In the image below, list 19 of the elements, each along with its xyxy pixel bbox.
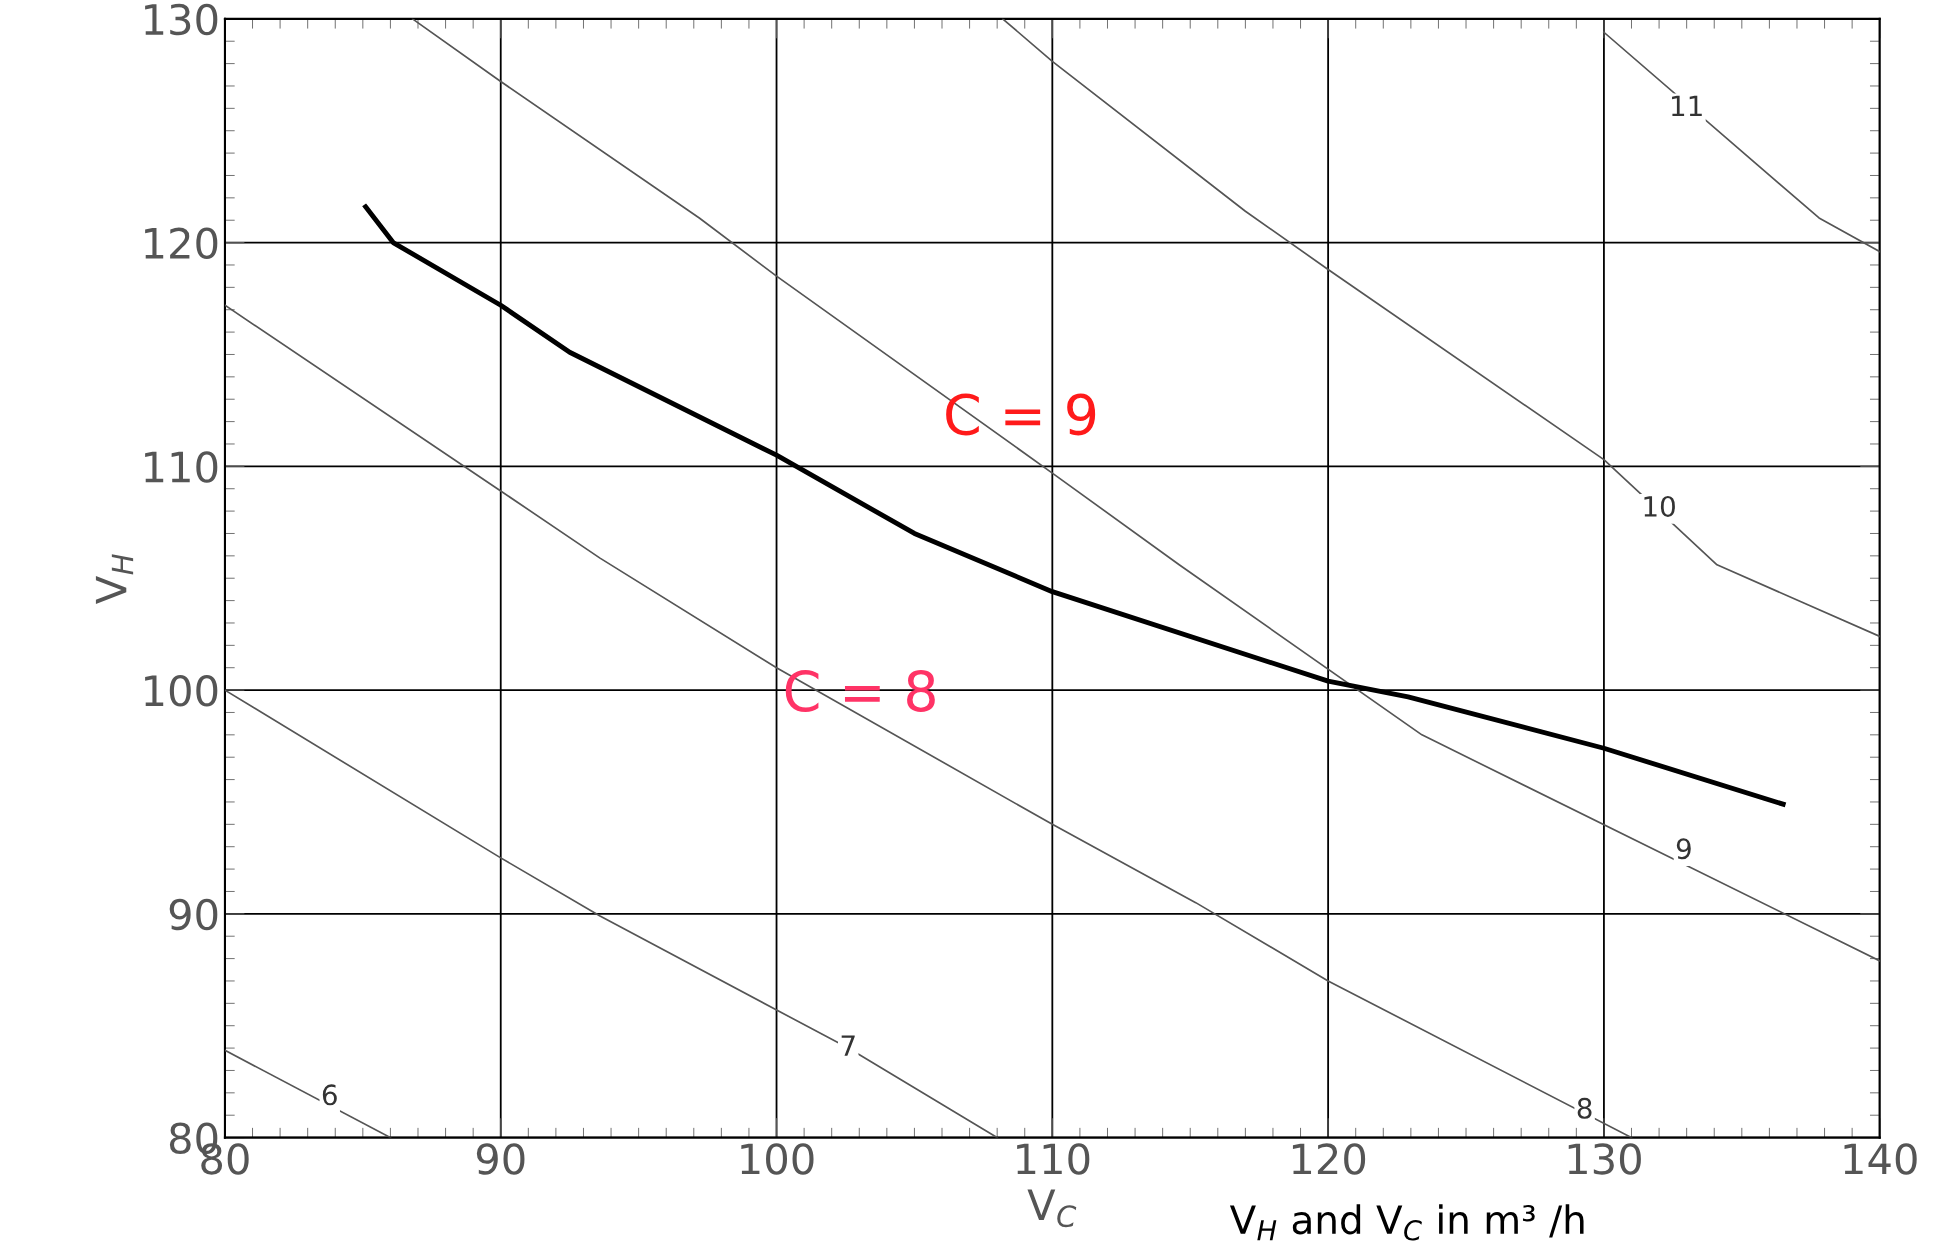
x-axis-title: V$_{C}$: [1027, 1189, 1077, 1228]
x-tick-label: 110: [1017, 1143, 1090, 1175]
x-tick-label: 120: [1292, 1143, 1366, 1175]
annotation: 8: [1577, 1097, 1592, 1119]
y-tick-label: 110: [145, 451, 218, 483]
y-axis-title: V$_{H}$: [95, 554, 134, 604]
annotation: 11: [1672, 95, 1702, 117]
annotation: 9: [1676, 838, 1691, 860]
y-tick-label: 130: [145, 3, 218, 36]
text: V$_{H}$ and V$_{C}$ in m³ /h: [1229, 1204, 1584, 1241]
x-tick-label: 140: [1844, 1143, 1917, 1175]
annotation: 6: [322, 1084, 337, 1106]
x-tick-label: 90: [476, 1143, 525, 1175]
y-tick-label: 100: [145, 675, 218, 707]
x-tick-label: 100: [741, 1143, 814, 1175]
x-tick-label: 130: [1568, 1143, 1641, 1175]
y-tick-label: 120: [145, 227, 218, 260]
y-tick-label: 90: [169, 898, 218, 931]
annotation: 10: [1644, 495, 1675, 517]
